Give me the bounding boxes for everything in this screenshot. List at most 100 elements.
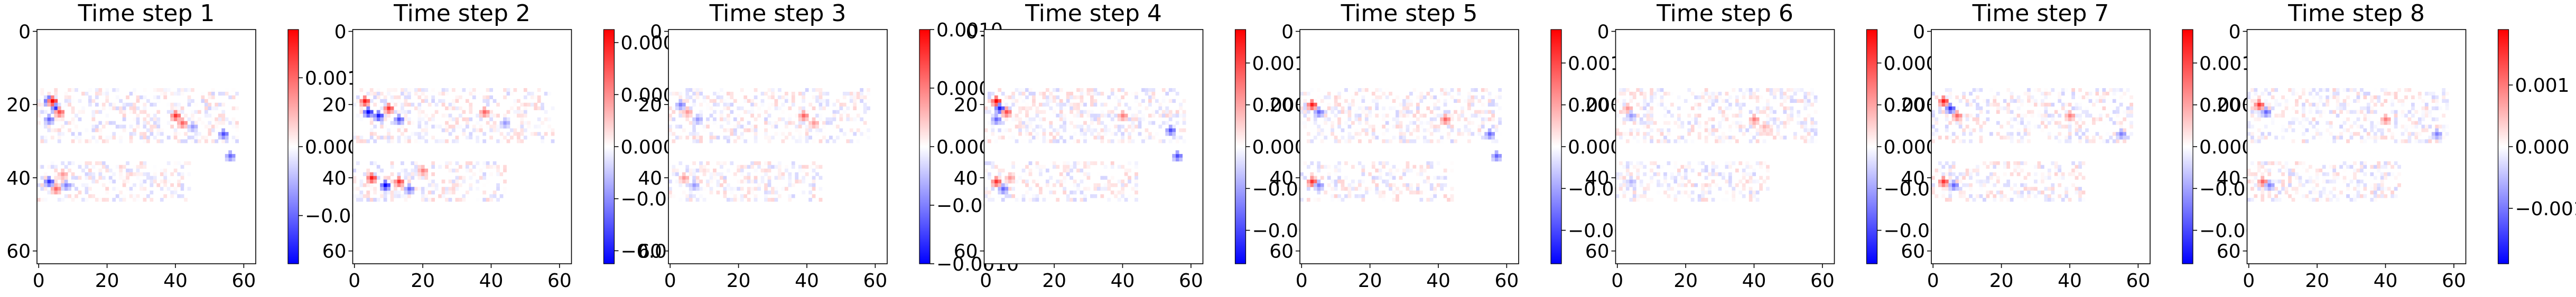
heatmap-cell (431, 165, 435, 169)
heatmap-cell (95, 88, 99, 92)
heatmap-cell (465, 124, 469, 129)
heatmap-cell (1704, 124, 1708, 129)
heatmap-cell (1021, 198, 1026, 202)
heatmap-cell (771, 91, 775, 96)
heatmap-cell (1324, 113, 1328, 118)
heatmap-cell (414, 132, 418, 136)
heatmap-cell (1639, 91, 1643, 96)
heatmap-cell (153, 88, 157, 92)
heatmap-cell (2102, 88, 2106, 92)
heatmap-cell (1690, 168, 1695, 173)
heatmap-cell (2047, 176, 2051, 180)
heatmap-cell (822, 102, 826, 107)
heatmap-cell (81, 110, 85, 114)
heatmap-cell (198, 132, 201, 136)
heatmap-cell (668, 194, 672, 198)
heatmap-cell (1622, 102, 1626, 107)
x-tick-label: 20 (1989, 270, 2014, 292)
heatmap-cell (1337, 198, 1341, 202)
heatmap-cell (452, 187, 455, 191)
heatmap-cell (750, 102, 755, 107)
heatmap-cell (1131, 121, 1135, 125)
heatmap-cell (140, 136, 143, 140)
heatmap-cell (2054, 121, 2058, 125)
heatmap-cell (788, 121, 792, 125)
heatmap-cell (812, 194, 816, 198)
x-tick-label: 20 (95, 270, 119, 292)
heatmap-cell (1117, 99, 1121, 103)
heatmap-cell (1396, 194, 1399, 198)
heatmap-cell (2016, 128, 2021, 132)
heatmap-feature-cell (675, 102, 679, 107)
heatmap-cell (133, 106, 136, 110)
heatmap-cell (1429, 95, 1434, 100)
heatmap-cell (2088, 139, 2093, 143)
heatmap-cell (1487, 91, 1492, 96)
heatmap-cell (1962, 128, 1966, 132)
heatmap-cell (1114, 194, 1118, 198)
heatmap-cell (1021, 88, 1026, 92)
heatmap-cell (781, 117, 785, 121)
heatmap-cell (1650, 95, 1653, 100)
heatmap-cell (156, 95, 161, 100)
heatmap-cell (163, 91, 168, 96)
heatmap-cell (1021, 179, 1026, 184)
heatmap-cell (129, 124, 133, 129)
heatmap-cell (1371, 132, 1375, 136)
heatmap-cell (1773, 136, 1777, 140)
heatmap-cell (1042, 128, 1046, 132)
heatmap-cell (754, 128, 758, 132)
heatmap-cell (431, 161, 435, 165)
heatmap-cell (133, 88, 136, 92)
heatmap-cell (136, 176, 140, 180)
heatmap-cell (1114, 183, 1118, 187)
heatmap-cell (187, 99, 191, 103)
heatmap-cell (208, 95, 212, 100)
heatmap-cell (2037, 161, 2041, 165)
heatmap-cell (1749, 110, 1753, 114)
heatmap-cell (187, 187, 191, 191)
heatmap-cell (1070, 198, 1073, 202)
heatmap-cell (1433, 124, 1437, 129)
heatmap-cell (2041, 190, 2044, 195)
heatmap-cell (737, 168, 741, 173)
heatmap-cell (1045, 139, 1049, 143)
heatmap-cell (795, 124, 799, 129)
heatmap-cell (411, 176, 415, 180)
heatmap-cell (1083, 110, 1087, 114)
heatmap-feature-cell (994, 176, 998, 180)
heatmap-cell (819, 106, 823, 110)
heatmap-cell (1347, 117, 1352, 121)
heatmap-feature-cell (499, 124, 504, 129)
heatmap-cell (496, 183, 500, 187)
heatmap-cell (1728, 179, 1732, 184)
heatmap-cell (1032, 95, 1036, 100)
heatmap-cell (747, 99, 751, 103)
heatmap-cell (105, 113, 109, 118)
heatmap-cell (1045, 183, 1049, 187)
heatmap-cell (98, 91, 103, 96)
heatmap-cell (1471, 99, 1475, 103)
heatmap-feature-cell (50, 110, 54, 114)
heatmap-cell (1083, 91, 1087, 96)
heatmap-cell (1993, 172, 1997, 176)
heatmap-feature-cell (1320, 110, 1324, 114)
heatmap-cell (496, 187, 500, 191)
heatmap-cell (356, 139, 360, 143)
heatmap-cell (228, 95, 233, 100)
heatmap-cell (122, 179, 126, 184)
heatmap-cell (726, 113, 730, 118)
heatmap-cell (987, 194, 991, 198)
heatmap-feature-cell (1494, 150, 1499, 155)
heatmap-cell (482, 124, 487, 129)
heatmap-cell (1303, 176, 1307, 180)
heatmap-cell (129, 190, 133, 195)
heatmap-cell (1179, 102, 1183, 107)
heatmap-cell (40, 139, 44, 143)
heatmap-cell (2387, 91, 2391, 96)
heatmap-cell (85, 172, 89, 176)
heatmap-cell (503, 136, 507, 140)
heatmap-cell (2044, 110, 2048, 114)
heatmap-cell (1450, 161, 1454, 165)
